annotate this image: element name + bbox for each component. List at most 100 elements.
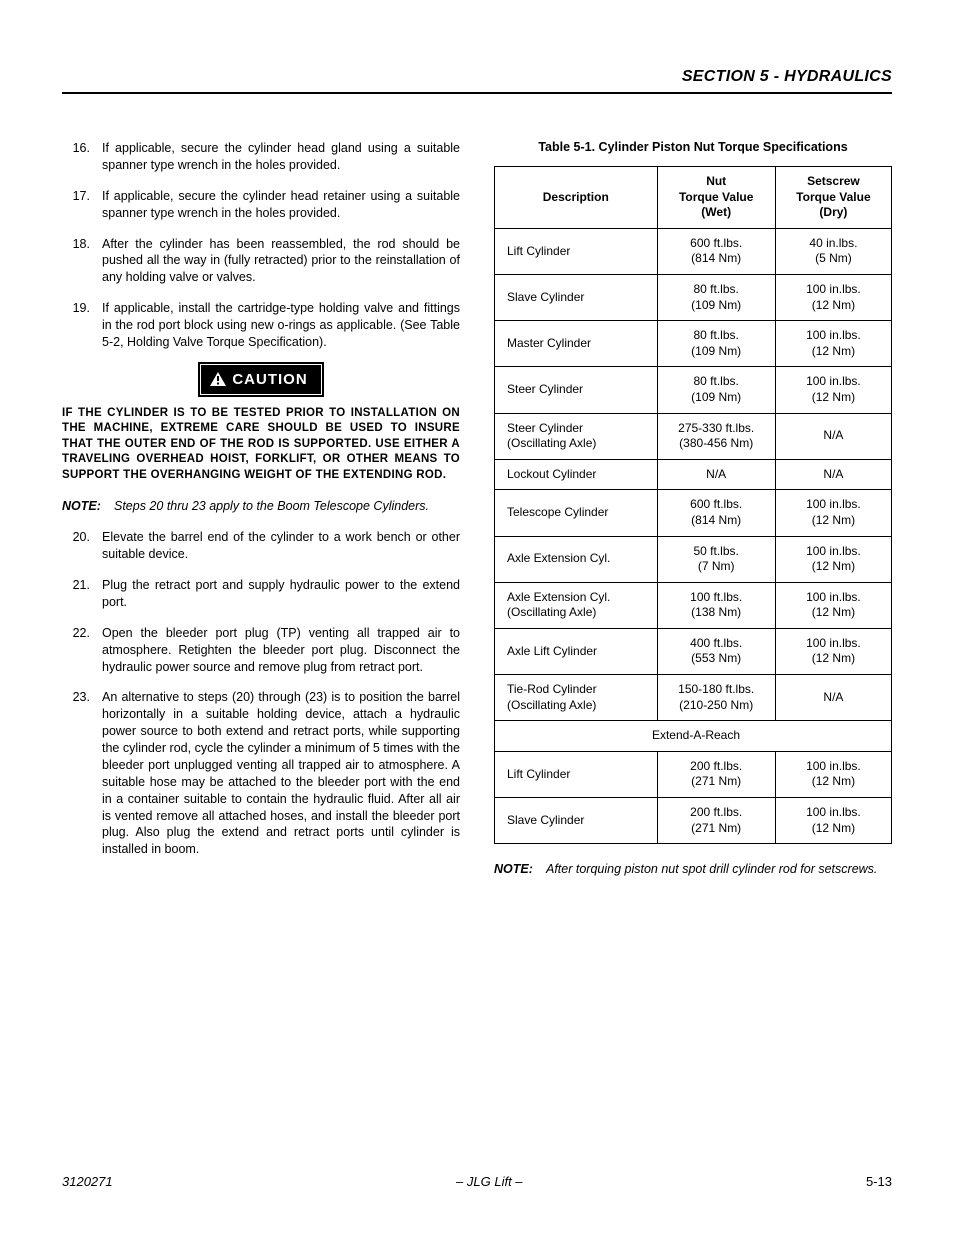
cell-nut-torque: 50 ft.lbs.(7 Nm) [657,536,775,582]
step-item: 18. After the cylinder has been reassembl… [62,236,460,287]
note-text: After torquing piston nut spot drill cyl… [546,862,892,876]
cell-setscrew-torque: 100 in.lbs.(12 Nm) [775,751,891,797]
table-title: Table 5-1. Cylinder Piston Nut Torque Sp… [494,140,892,154]
cell-setscrew-torque: 100 in.lbs.(12 Nm) [775,536,891,582]
table-row: Lockout CylinderN/AN/A [495,459,892,490]
cell-setscrew-torque: 100 in.lbs.(12 Nm) [775,367,891,413]
table-row: Steer Cylinder(Oscillating Axle)275-330 … [495,413,892,459]
table-row: Lift Cylinder200 ft.lbs.(271 Nm)100 in.l… [495,751,892,797]
step-text: An alternative to steps (20) through (23… [102,689,460,858]
step-text: If applicable, secure the cylinder head … [102,140,460,174]
step-number: 17. [62,188,92,222]
warning-text: IF THE CYLINDER IS TO BE TESTED PRIOR TO… [62,406,460,484]
step-text: If applicable, secure the cylinder head … [102,188,460,222]
note-text: Steps 20 thru 23 apply to the Boom Teles… [114,499,460,513]
cell-nut-torque: 100 ft.lbs.(138 Nm) [657,582,775,628]
cell-setscrew-torque: N/A [775,675,891,721]
table-row: Lift Cylinder600 ft.lbs.(814 Nm)40 in.lb… [495,228,892,274]
cell-setscrew-torque: 100 in.lbs.(12 Nm) [775,490,891,536]
table-body-main: Lift Cylinder600 ft.lbs.(814 Nm)40 in.lb… [495,228,892,720]
cell-setscrew-torque: 100 in.lbs.(12 Nm) [775,582,891,628]
warning-triangle-icon [210,372,226,386]
cell-setscrew-torque: N/A [775,459,891,490]
table-row: Slave Cylinder200 ft.lbs.(271 Nm)100 in.… [495,798,892,844]
cell-nut-torque: 275-330 ft.lbs.(380-456 Nm) [657,413,775,459]
cell-description: Lift Cylinder [495,228,658,274]
footer-brand: – JLG Lift – [456,1174,522,1189]
cell-description: Axle Extension Cyl. [495,536,658,582]
step-text: After the cylinder has been reassembled,… [102,236,460,287]
table-row: Telescope Cylinder600 ft.lbs.(814 Nm)100… [495,490,892,536]
step-item: 22.Open the bleeder port plug (TP) venti… [62,625,460,676]
step-number: 19. [62,300,92,351]
cell-description: Master Cylinder [495,321,658,367]
col-description: Description [495,167,658,229]
table-row: Master Cylinder80 ft.lbs.(109 Nm)100 in.… [495,321,892,367]
cell-setscrew-torque: N/A [775,413,891,459]
table-row: Axle Lift Cylinder400 ft.lbs.(553 Nm)100… [495,628,892,674]
step-item: 19. If applicable, install the cartridge-… [62,300,460,351]
note-right: NOTE: After torquing piston nut spot dri… [494,862,892,876]
note-a: NOTE: Steps 20 thru 23 apply to the Boom… [62,499,460,513]
caution-block: CAUTION [62,365,460,394]
cell-setscrew-torque: 100 in.lbs.(12 Nm) [775,321,891,367]
cell-nut-torque: N/A [657,459,775,490]
cell-setscrew-torque: 100 in.lbs.(12 Nm) [775,274,891,320]
table-body-secondary: Lift Cylinder200 ft.lbs.(271 Nm)100 in.l… [495,751,892,843]
table-row: Axle Extension Cyl.(Oscillating Axle)100… [495,582,892,628]
cell-setscrew-torque: 40 in.lbs.(5 Nm) [775,228,891,274]
spanner-row: Extend-A-Reach [495,721,892,752]
step-text: If applicable, install the cartridge-typ… [102,300,460,351]
step-number: 22. [62,625,92,676]
table-row: Steer Cylinder80 ft.lbs.(109 Nm)100 in.l… [495,367,892,413]
right-column: Table 5-1. Cylinder Piston Nut Torque Sp… [494,140,892,876]
cell-nut-torque: 600 ft.lbs.(814 Nm) [657,490,775,536]
cell-nut-torque: 600 ft.lbs.(814 Nm) [657,228,775,274]
caution-label: CAUTION [232,371,307,388]
page: SECTION 5 - HYDRAULICS 16. If applicable,… [0,0,954,1235]
cell-description: Axle Lift Cylinder [495,628,658,674]
cell-description: Tie-Rod Cylinder(Oscillating Axle) [495,675,658,721]
step-number: 21. [62,577,92,611]
cell-nut-torque: 150-180 ft.lbs.(210-250 Nm) [657,675,775,721]
cell-description: Steer Cylinder [495,367,658,413]
step-item: 16. If applicable, secure the cylinder he… [62,140,460,174]
step-text: Elevate the barrel end of the cylinder t… [102,529,460,563]
cell-description: Lockout Cylinder [495,459,658,490]
step-item: 20.Elevate the barrel end of the cylinde… [62,529,460,563]
torque-spec-table: Description Nut Torque Value (Wet) Setsc… [494,166,892,844]
left-column: 16. If applicable, secure the cylinder he… [62,140,460,876]
footer-doc-number: 3120271 [62,1174,113,1189]
step-item: 17. If applicable, secure the cylinder he… [62,188,460,222]
table-row: Slave Cylinder80 ft.lbs.(109 Nm)100 in.l… [495,274,892,320]
two-column-layout: 16. If applicable, secure the cylinder he… [62,140,892,876]
cell-description: Lift Cylinder [495,751,658,797]
steps-list-a: 16. If applicable, secure the cylinder he… [62,140,460,351]
table-row: Axle Extension Cyl.50 ft.lbs.(7 Nm)100 i… [495,536,892,582]
table-header-row: Description Nut Torque Value (Wet) Setsc… [495,167,892,229]
spanner-cell: Extend-A-Reach [495,721,892,752]
cell-nut-torque: 80 ft.lbs.(109 Nm) [657,367,775,413]
step-number: 18. [62,236,92,287]
cell-description: Slave Cylinder [495,798,658,844]
cell-nut-torque: 200 ft.lbs.(271 Nm) [657,751,775,797]
step-text: Plug the retract port and supply hydraul… [102,577,460,611]
note-label: NOTE: [494,862,538,876]
col-nut-torque: Nut Torque Value (Wet) [657,167,775,229]
note-label: NOTE: [62,499,106,513]
step-number: 16. [62,140,92,174]
cell-setscrew-torque: 100 in.lbs.(12 Nm) [775,628,891,674]
cell-nut-torque: 80 ft.lbs.(109 Nm) [657,321,775,367]
cell-nut-torque: 80 ft.lbs.(109 Nm) [657,274,775,320]
section-header: SECTION 5 - HYDRAULICS [62,68,892,94]
footer-page-number: 5-13 [866,1174,892,1189]
table-body-spanner: Extend-A-Reach [495,721,892,752]
page-footer: 3120271 – JLG Lift – 5-13 [62,1174,892,1189]
step-number: 23. [62,689,92,858]
cell-nut-torque: 400 ft.lbs.(553 Nm) [657,628,775,674]
table-row: Tie-Rod Cylinder(Oscillating Axle)150-18… [495,675,892,721]
cell-description: Telescope Cylinder [495,490,658,536]
cell-description: Axle Extension Cyl.(Oscillating Axle) [495,582,658,628]
steps-list-b: 20.Elevate the barrel end of the cylinde… [62,529,460,858]
col-setscrew-torque: Setscrew Torque Value (Dry) [775,167,891,229]
